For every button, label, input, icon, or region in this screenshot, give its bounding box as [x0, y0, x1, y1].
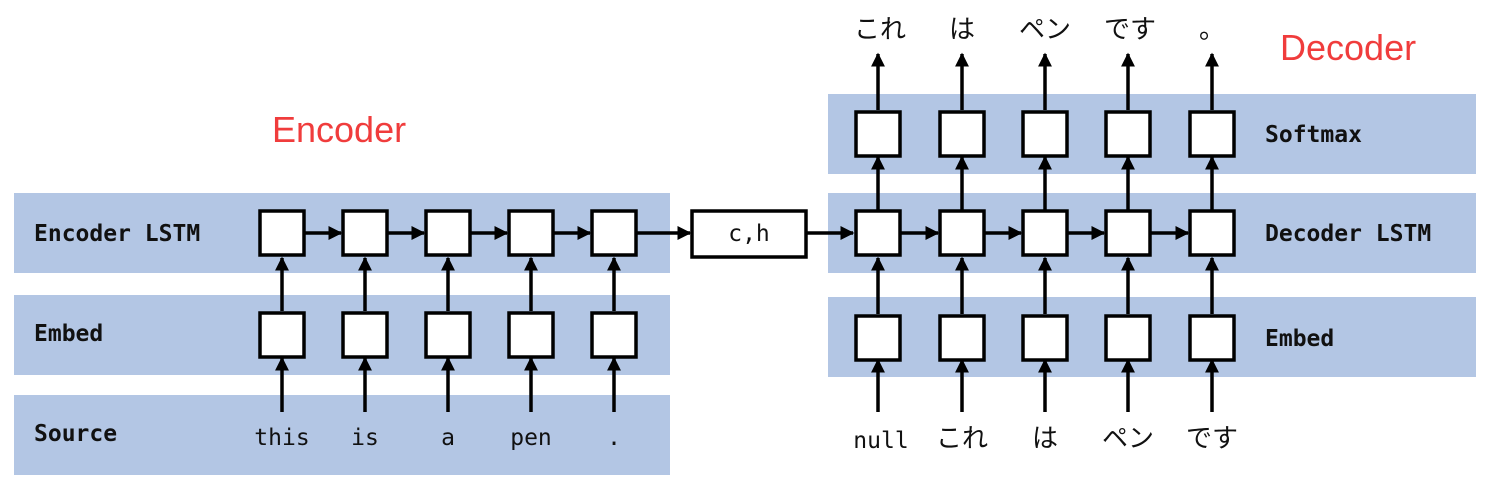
encoder-embed-cell-2: [341, 311, 389, 359]
decoder-input-token: です: [1186, 424, 1238, 454]
decoder-lstm-cell-4: [1104, 209, 1152, 257]
decoder-embed-cell-5: [1188, 314, 1236, 362]
source-token: a: [441, 425, 455, 451]
decoder-input-token: は: [1032, 424, 1058, 454]
encoder-lstm-cell-1: [258, 209, 306, 257]
encoder-title: Encoder: [272, 109, 406, 150]
softmax-cell-2: [938, 110, 986, 158]
decoder-arrows: [871, 52, 1219, 412]
context-box: [690, 209, 808, 259]
softmax-label: Softmax: [1265, 122, 1362, 148]
source-token: is: [351, 425, 379, 451]
decoder-input-token: null: [853, 428, 908, 454]
decoder-output-token: は: [949, 15, 975, 45]
encoder-embed-cell-4: [507, 311, 555, 359]
encoder-arrows: [275, 226, 855, 412]
decoder-output-token: これ: [854, 15, 906, 45]
encoder-lstm-cell-3: [424, 209, 472, 257]
encoder-embed-cell-5: [590, 311, 638, 359]
decoder-embed-cell-3: [1021, 314, 1069, 362]
encoder-embed-label: Embed: [34, 321, 103, 347]
decoder-lstm-cell-3: [1021, 209, 1069, 257]
encoder-lstm-cell-2: [341, 209, 389, 257]
decoder-embed-label: Embed: [1265, 326, 1334, 352]
context-label: c,h: [728, 221, 770, 247]
decoder-output-token: です: [1104, 15, 1156, 45]
encoder-lstm-cell-5: [590, 209, 638, 257]
decoder-output-token: ペン: [1019, 15, 1071, 45]
source-token: .: [607, 425, 621, 451]
source-token: this: [254, 425, 309, 451]
softmax-cell-4: [1104, 110, 1152, 158]
decoder-output-token: 。: [1199, 15, 1225, 45]
source-token: pen: [510, 425, 552, 451]
softmax-cell-3: [1021, 110, 1069, 158]
encoder-embed-cell-1: [258, 311, 306, 359]
decoder-lstm-label: Decoder LSTM: [1265, 221, 1431, 247]
decoder-embed-band: [828, 297, 1476, 377]
decoder-lstm-cell-2: [938, 209, 986, 257]
decoder-lstm-cell-1: [854, 209, 902, 257]
source-band: [14, 395, 670, 475]
encoder-embed-cell-3: [424, 311, 472, 359]
decoder-input-token: これ: [936, 424, 988, 454]
softmax-cell-1: [854, 110, 902, 158]
softmax-cell-5: [1188, 110, 1236, 158]
encoder-lstm-label: Encoder LSTM: [34, 221, 200, 247]
softmax-band: [828, 94, 1476, 174]
source-label: Source: [34, 421, 117, 447]
decoder-embed-cell-4: [1104, 314, 1152, 362]
decoder-title: Decoder: [1280, 27, 1416, 68]
decoder-input-token: ペン: [1102, 424, 1154, 454]
decoder-embed-cell-2: [938, 314, 986, 362]
decoder-embed-cell-1: [854, 314, 902, 362]
encoder-lstm-cell-4: [507, 209, 555, 257]
decoder-lstm-cell-5: [1188, 209, 1236, 257]
